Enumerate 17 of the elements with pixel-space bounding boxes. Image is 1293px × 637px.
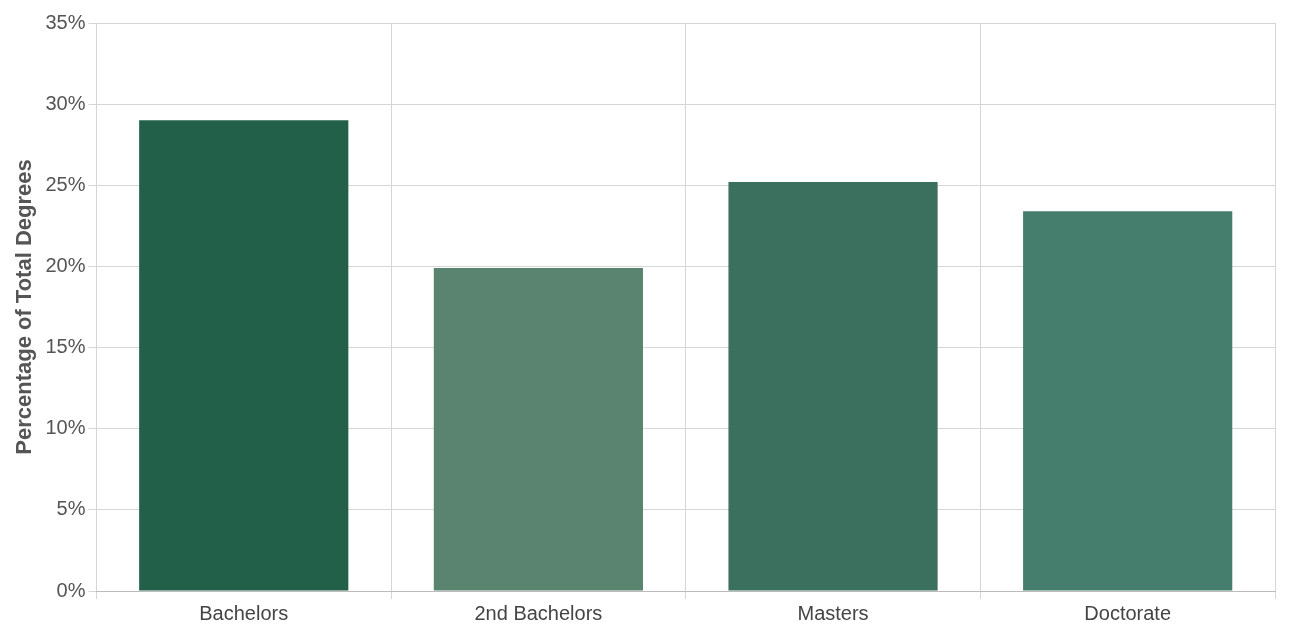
y-tick-label: 35% bbox=[45, 10, 86, 33]
y-tick-label: 5% bbox=[56, 497, 86, 520]
y-tick-label: 25% bbox=[45, 172, 86, 195]
bar bbox=[728, 182, 938, 591]
y-tick-label: 10% bbox=[45, 416, 86, 439]
x-tick-label: 2nd Bachelors bbox=[474, 601, 603, 624]
y-axis-title: Percentage of Total Degrees bbox=[11, 159, 37, 455]
bar bbox=[139, 120, 349, 591]
x-tick-label: Doctorate bbox=[1084, 601, 1172, 624]
y-tick-label: 15% bbox=[45, 335, 86, 358]
bar bbox=[1023, 211, 1233, 591]
y-tick-label: 0% bbox=[56, 578, 86, 601]
x-tick-label: Bachelors bbox=[199, 601, 289, 624]
y-tick-label: 30% bbox=[45, 91, 86, 114]
y-tick-label: 20% bbox=[45, 253, 86, 276]
bar bbox=[433, 268, 643, 591]
x-tick-label: Masters bbox=[797, 601, 869, 624]
